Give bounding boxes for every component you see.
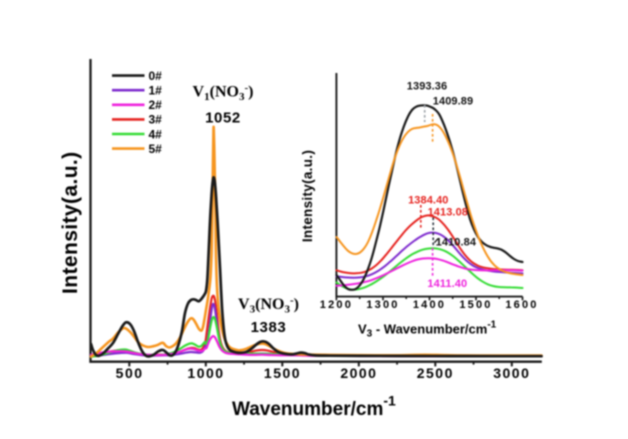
svg-text:3#: 3# xyxy=(149,113,163,127)
svg-text:1500: 1500 xyxy=(264,365,301,381)
svg-text:3000: 3000 xyxy=(493,365,530,381)
svg-text:5#: 5# xyxy=(149,142,163,156)
svg-text:V3 - Wavenumber/cm-1: V3 - Wavenumber/cm-1 xyxy=(358,320,497,340)
svg-text:500: 500 xyxy=(116,365,144,381)
svg-text:1393.36: 1393.36 xyxy=(407,81,447,93)
svg-text:1#: 1# xyxy=(149,84,163,98)
svg-text:V3(NO3-): V3(NO3-) xyxy=(238,295,299,316)
svg-text:1409.89: 1409.89 xyxy=(433,96,473,108)
svg-text:1600: 1600 xyxy=(505,299,538,311)
svg-text:1413.08: 1413.08 xyxy=(428,206,468,218)
svg-text:Intensity(a.u.): Intensity(a.u.) xyxy=(300,150,315,242)
svg-text:1052: 1052 xyxy=(205,109,241,126)
svg-text:1383: 1383 xyxy=(251,319,287,336)
svg-text:1384.40: 1384.40 xyxy=(408,194,448,206)
svg-text:2000: 2000 xyxy=(340,365,377,381)
svg-text:V1(NO3-): V1(NO3-) xyxy=(193,82,254,103)
svg-text:1000: 1000 xyxy=(187,365,224,381)
svg-text:1500: 1500 xyxy=(459,299,492,311)
svg-text:1300: 1300 xyxy=(366,299,399,311)
svg-text:2500: 2500 xyxy=(417,365,454,381)
svg-text:Intensity(a.u.): Intensity(a.u.) xyxy=(59,151,82,294)
svg-text:1200: 1200 xyxy=(320,299,353,311)
svg-text:4#: 4# xyxy=(149,127,163,141)
svg-text:0#: 0# xyxy=(149,69,163,83)
svg-text:2#: 2# xyxy=(149,98,163,112)
svg-text:1400: 1400 xyxy=(413,299,446,311)
svg-text:1411.40: 1411.40 xyxy=(427,278,467,290)
svg-text:1410.84: 1410.84 xyxy=(436,237,477,249)
